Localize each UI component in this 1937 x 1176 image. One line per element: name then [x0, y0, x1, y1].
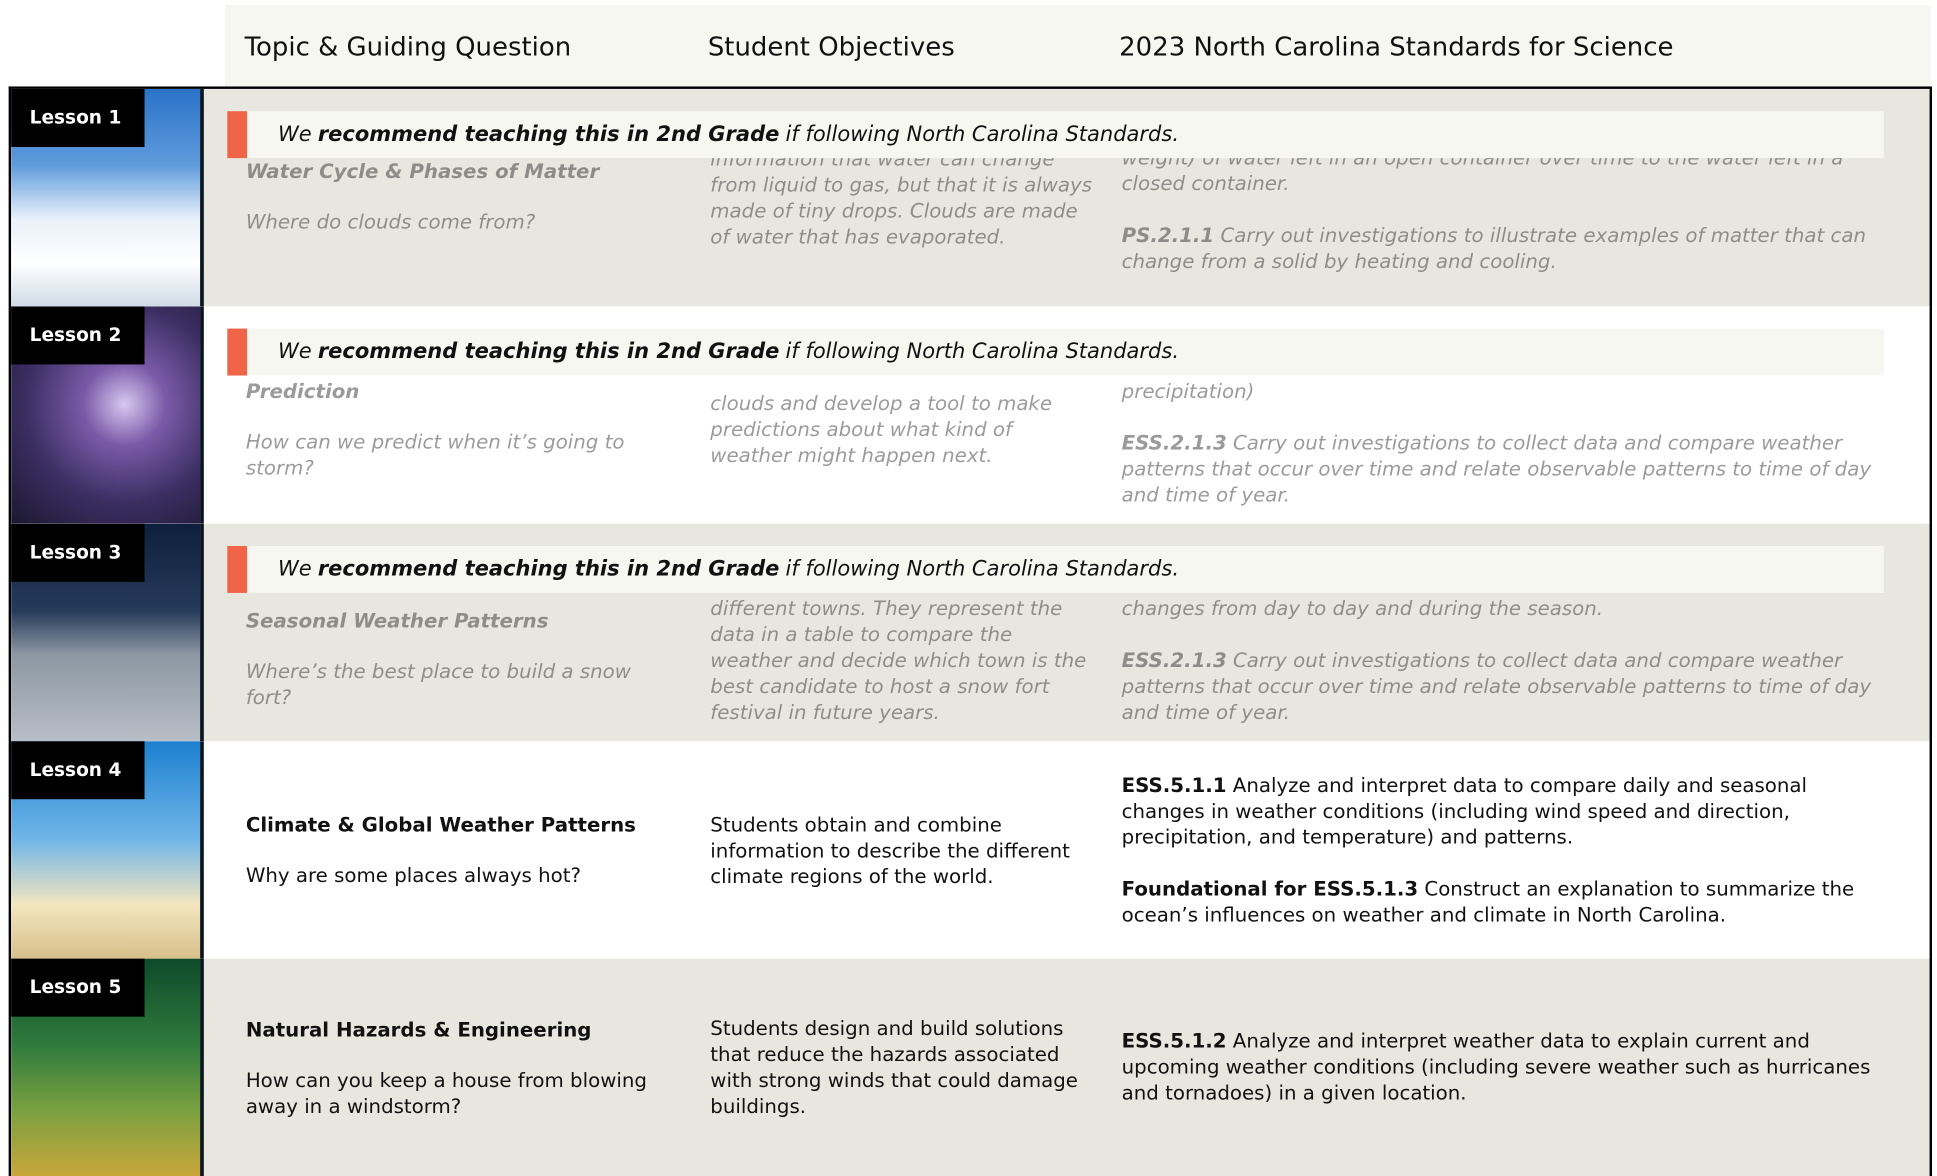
- banner-text: We recommend teaching this in 2nd Grade if…: [278, 111, 1179, 158]
- lesson-label: Lesson 2: [11, 306, 145, 365]
- lesson-row: Lesson 4 Climate & Global Weather Pattern…: [11, 741, 1930, 959]
- column-header: Student Objectives: [707, 32, 955, 62]
- table-header: Topic & Guiding Question Student Objecti…: [224, 4, 1931, 87]
- guiding-question: Why are some places always hot?: [245, 863, 581, 887]
- standard-code: ESS.2.1.3: [1121, 431, 1227, 455]
- standards-cell: ESS.5.1.2 Analyze and interpret weather …: [1122, 1028, 1894, 1132]
- objectives-cell: Students obtain and combine information …: [710, 812, 1070, 888]
- topic-title: Seasonal Weather Patterns: [245, 609, 549, 633]
- standard: ESS.5.1.2 Analyze and interpret weather …: [1122, 1028, 1894, 1106]
- standard-text: Construct an explanation to summarize th…: [1121, 876, 1855, 926]
- standard-code: Foundational for ESS.5.1.3: [1121, 876, 1419, 900]
- table-body: Lesson 1 Water Cycle & Phases of Matter Wh…: [8, 86, 1933, 1176]
- topic-title: Natural Hazards & Engineering: [245, 1017, 592, 1041]
- banner-text: We recommend teaching this in 2nd Grade if…: [278, 546, 1179, 593]
- banner-stripe: [227, 111, 248, 159]
- topic-cell: Natural Hazards & Engineering How can you…: [246, 1016, 678, 1119]
- banner-suffix: if following North Carolina Standards.: [785, 339, 1179, 365]
- standard: ESS.5.1.1 Analyze and interpret data to …: [1122, 771, 1894, 849]
- lesson-label: Lesson 1: [11, 88, 145, 148]
- standards-cell: precipitation) ESS.2.1.3 Carry out invest…: [1122, 378, 1894, 524]
- standards-cell: changes from day to day and during the s…: [1122, 595, 1894, 741]
- banner-suffix: if following North Carolina Standards.: [785, 557, 1179, 582]
- banner-stripe: [227, 328, 248, 376]
- topic-title: Prediction: [245, 379, 360, 403]
- column-header: Topic & Guiding Question: [244, 32, 572, 62]
- standard-text: Carry out investigations to collect data…: [1121, 431, 1872, 507]
- grade-banner: We recommend teaching this in 2nd Grade if…: [227, 546, 1884, 593]
- standard: ESS.2.1.3 Carry out investigations to co…: [1122, 430, 1894, 508]
- banner-text: We recommend teaching this in 2nd Grade if…: [278, 329, 1179, 376]
- objectives-cell: Students design and build solutions that…: [710, 1016, 1078, 1118]
- lesson-label: Lesson 5: [11, 958, 145, 1017]
- column-header: 2023 North Carolina Standards for Scienc…: [1119, 32, 1674, 62]
- objectives-cell: clouds and develop a tool to make predic…: [710, 391, 1053, 467]
- standard-text: precipitation): [1121, 379, 1255, 403]
- lesson-row: Lesson 5 Natural Hazards & Engineering How…: [11, 958, 1930, 1176]
- banner-stripe: [227, 546, 248, 593]
- banner-emphasis: recommend teaching this in 2nd Grade: [317, 339, 780, 365]
- standard-code: PS.2.1.1: [1121, 223, 1215, 248]
- objectives-cell: information that water can change from l…: [710, 147, 1093, 249]
- objectives-cell: different towns. They represent the data…: [710, 596, 1087, 724]
- standard-text: Carry out investigations to collect data…: [1121, 648, 1872, 724]
- lesson-label: Lesson 4: [11, 741, 145, 800]
- standard: PS.2.1.1 Carry out investigations to ill…: [1122, 222, 1894, 274]
- topic-title: Water Cycle & Phases of Matter: [245, 159, 600, 183]
- banner-emphasis: recommend teaching this in 2nd Grade: [317, 122, 780, 148]
- standards-cell: ESS.5.1.1 Analyze and interpret data to …: [1122, 771, 1894, 953]
- standard-text: Analyze and interpret data to compare da…: [1121, 772, 1808, 849]
- banner-prefix: We: [277, 557, 312, 582]
- guiding-question: Where do clouds come from?: [245, 210, 536, 234]
- standard-code: ESS.2.1.3: [1121, 648, 1227, 673]
- lesson-row: Lesson 2 Prediction How can we predict whe…: [11, 306, 1930, 524]
- standard-code: ESS.5.1.1: [1121, 772, 1227, 797]
- topic-cell: Prediction How can we predict when it’s g…: [246, 378, 678, 481]
- guiding-question: Where’s the best place to build a snow f…: [245, 659, 631, 710]
- topic-cell: Seasonal Weather Patterns Where’s the bes…: [246, 608, 678, 711]
- guiding-question: How can you keep a house from blowing aw…: [245, 1067, 647, 1118]
- banner-prefix: We: [277, 122, 312, 148]
- standard: changes from day to day and during the s…: [1122, 595, 1894, 621]
- topic-cell: Water Cycle & Phases of Matter Where do c…: [246, 158, 678, 235]
- topic-title: Climate & Global Weather Patterns: [245, 812, 636, 837]
- standard: Foundational for ESS.5.1.3 Construct an …: [1122, 875, 1894, 927]
- lesson-label: Lesson 3: [11, 523, 145, 582]
- standard-text: Carry out investigations to illustrate e…: [1121, 223, 1867, 274]
- lesson-row: Lesson 3 Seasonal Weather Patterns Where’s…: [11, 523, 1930, 742]
- standards-cell: weight) of water left in an open contain…: [1122, 145, 1894, 301]
- banner-emphasis: recommend teaching this in 2nd Grade: [317, 557, 780, 582]
- grade-banner: We recommend teaching this in 2nd Grade if…: [227, 111, 1884, 159]
- guiding-question: How can we predict when it’s going to st…: [245, 429, 625, 480]
- standard-text: Analyze and interpret weather data to ex…: [1121, 1029, 1871, 1105]
- banner-prefix: We: [277, 339, 312, 365]
- banner-suffix: if following North Carolina Standards.: [785, 122, 1179, 148]
- topic-cell: Climate & Global Weather Patterns Why are…: [246, 812, 678, 889]
- standard-code: ESS.5.1.2: [1121, 1029, 1227, 1053]
- grade-banner: We recommend teaching this in 2nd Grade if…: [227, 328, 1884, 376]
- standard-text: changes from day to day and during the s…: [1121, 596, 1604, 621]
- lesson-row: Lesson 1 Water Cycle & Phases of Matter Wh…: [11, 88, 1930, 307]
- standard: ESS.2.1.3 Carry out investigations to co…: [1122, 647, 1894, 725]
- standard: precipitation): [1122, 378, 1894, 404]
